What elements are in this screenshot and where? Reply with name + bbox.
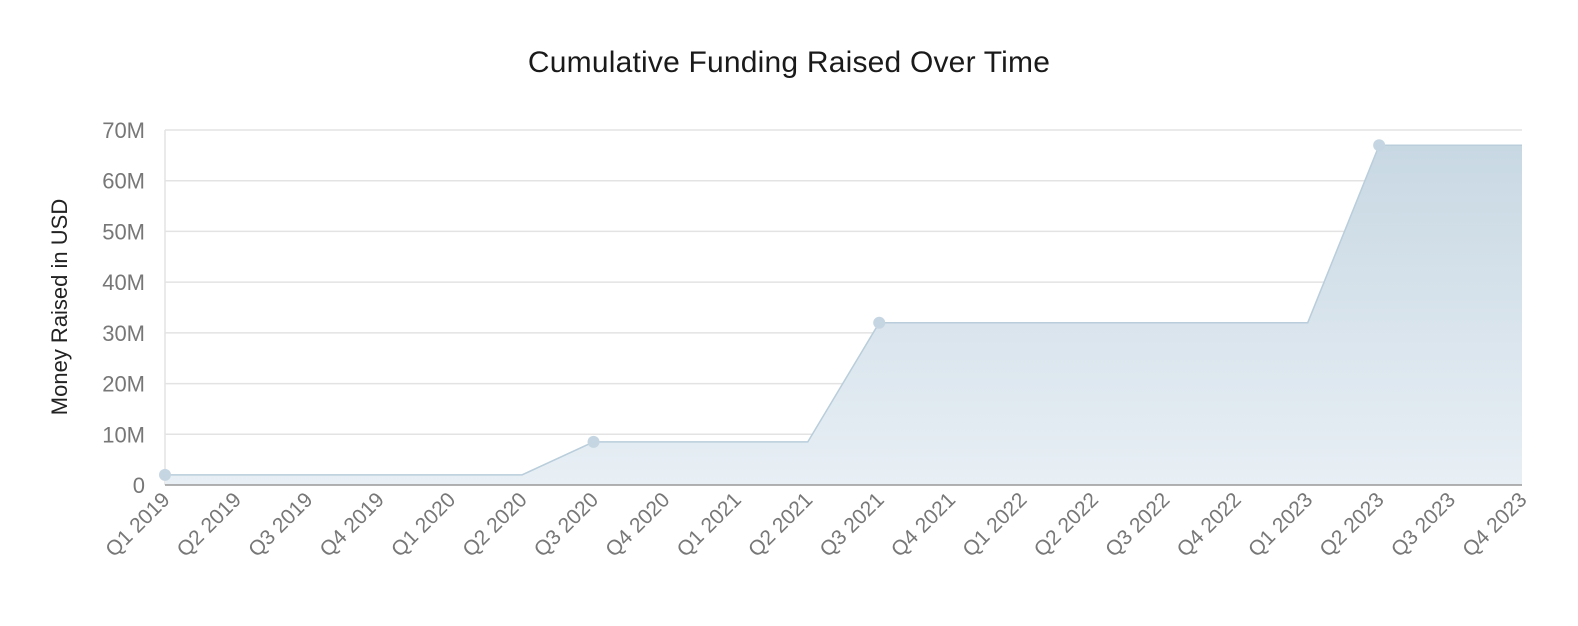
data-point-marker <box>159 468 171 481</box>
x-tick-label: Q2 2020 <box>458 488 531 561</box>
chart-title: Cumulative Funding Raised Over Time <box>527 46 1051 79</box>
x-tick-label: Q2 2019 <box>173 488 246 561</box>
x-tick-label: Q3 2019 <box>244 488 317 561</box>
x-tick-label: Q1 2022 <box>958 488 1031 561</box>
x-tick-label: Q3 2020 <box>530 488 603 561</box>
y-tick-label: 0 <box>133 473 145 498</box>
data-point-marker <box>873 316 886 329</box>
y-tick-label: 30M <box>102 321 145 346</box>
x-tick-label: Q2 2022 <box>1030 488 1103 561</box>
x-tick-label: Q1 2021 <box>673 488 746 561</box>
y-tick-label: 20M <box>102 372 145 397</box>
x-tick-label: Q1 2019 <box>101 488 174 561</box>
x-tick-label: Q2 2023 <box>1315 488 1388 561</box>
x-tick-label: Q1 2023 <box>1244 488 1317 561</box>
x-tick-label: Q4 2023 <box>1458 488 1531 561</box>
y-tick-label: 40M <box>102 270 145 295</box>
data-point-marker <box>587 435 600 448</box>
area-fill <box>165 145 1522 485</box>
x-tick-label: Q1 2020 <box>387 488 460 561</box>
y-tick-label: 70M <box>102 118 145 143</box>
x-tick-label: Q4 2020 <box>601 488 674 561</box>
y-tick-label: 60M <box>102 169 145 194</box>
x-tick-label: Q4 2021 <box>887 488 960 561</box>
x-tick-label: Q2 2021 <box>744 488 817 561</box>
x-tick-label: Q3 2021 <box>816 488 889 561</box>
x-tick-label: Q3 2022 <box>1101 488 1174 561</box>
y-tick-label: 10M <box>102 422 145 447</box>
x-tick-label: Q4 2019 <box>316 488 389 561</box>
data-point-marker <box>1373 139 1386 152</box>
series-line <box>165 144 1522 476</box>
y-tick-label: 50M <box>102 219 145 244</box>
x-tick-label: Q3 2023 <box>1387 488 1460 561</box>
x-tick-label: Q4 2022 <box>1173 488 1246 561</box>
